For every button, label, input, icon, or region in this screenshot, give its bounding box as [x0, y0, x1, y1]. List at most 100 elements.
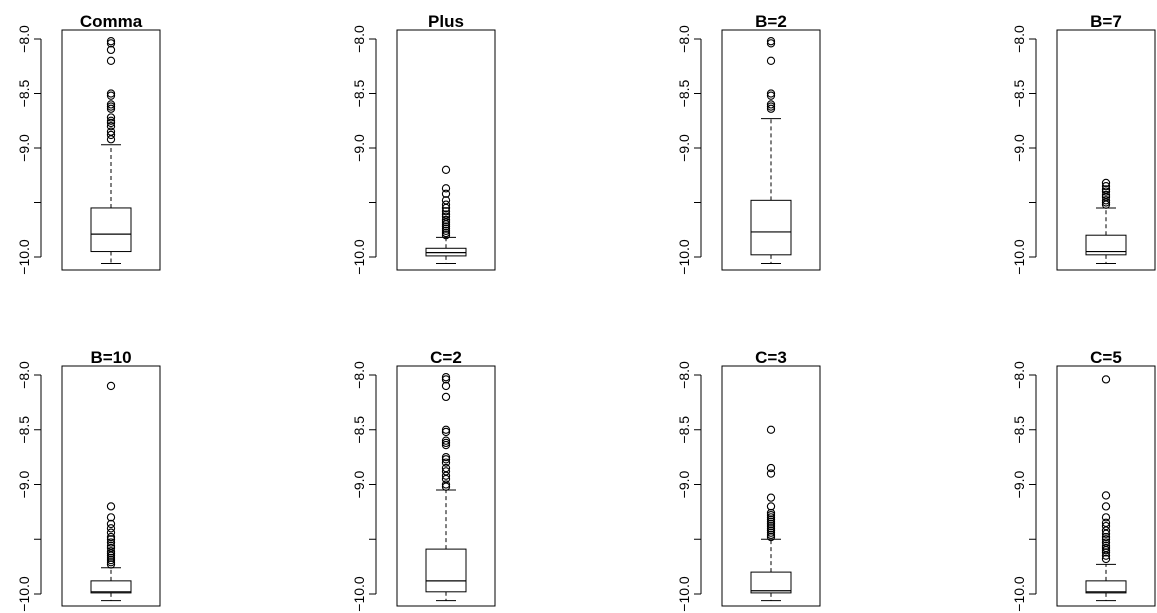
outlier-point [766, 100, 776, 109]
y-tick-label: −8.5 [16, 416, 32, 444]
y-tick-label: −8.5 [1011, 416, 1027, 444]
outlier-point [766, 517, 776, 526]
outlier-point [1101, 181, 1111, 191]
outlier-point [1101, 491, 1111, 500]
outlier-point [106, 549, 116, 558]
outlier-point [766, 526, 776, 535]
outlier-point [106, 100, 116, 109]
iqr-box [425, 548, 467, 593]
y-tick-label: −8.0 [676, 361, 692, 389]
panel-2: B=2 −10.0 −9.0 −8.5 −8.0 [676, 12, 821, 275]
outlier-point [441, 438, 451, 448]
outlier-point [441, 165, 451, 174]
outlier-point [766, 104, 776, 113]
y-tick-label: −8.0 [1011, 361, 1027, 389]
panel-title: Plus [428, 12, 464, 31]
panel-title: C=2 [430, 348, 462, 367]
y-tick-label: −8.5 [676, 79, 692, 107]
outlier-point [441, 200, 451, 209]
outlier-point [106, 547, 116, 556]
outlier-point [441, 189, 451, 198]
outlier-point [441, 482, 451, 491]
outlier-point [1101, 541, 1111, 550]
y-tick-label: −8.5 [351, 416, 367, 444]
outlier-point [441, 373, 451, 382]
outlier-point [766, 528, 776, 537]
y-tick-label: −9.0 [676, 134, 692, 162]
outlier-point [441, 381, 451, 391]
outlier-point [766, 56, 776, 65]
outlier-point [106, 560, 116, 569]
outlier-point [1101, 187, 1111, 196]
outlier-point [441, 427, 451, 437]
y-tick-label: −10.0 [16, 576, 32, 612]
outlier-point [766, 519, 776, 529]
panel-title: B=2 [755, 12, 787, 31]
outlier-point [1101, 529, 1111, 538]
panel-title: B=7 [1090, 12, 1122, 31]
plot-frame [1056, 365, 1156, 607]
outlier-point [1101, 551, 1111, 560]
iqr-box [90, 207, 132, 253]
outlier-point [1101, 546, 1111, 555]
outlier-point [1101, 198, 1111, 207]
outlier-point [106, 524, 116, 533]
outlier-point [441, 222, 451, 231]
y-tick-label: −8.0 [351, 25, 367, 53]
y-tick-label: −9.0 [1011, 470, 1027, 498]
outlier-point [106, 532, 116, 542]
outlier-point [441, 458, 451, 467]
panel-5: C=2 −10.0 −9.0 −8.5 −8.0 [351, 348, 496, 612]
panel-3: B=7 −10.0 −9.0 −8.5 −8.0 [1011, 12, 1156, 275]
outlier-point [106, 519, 116, 529]
outlier-point [106, 558, 116, 567]
outlier-point [766, 511, 776, 520]
outlier-point [441, 226, 451, 235]
outlier-point [766, 532, 776, 542]
outlier-point [441, 375, 451, 384]
outlier-point [766, 463, 776, 473]
outlier-point [106, 45, 116, 55]
outlier-point [441, 425, 451, 434]
outlier-point [441, 207, 451, 216]
outlier-point [441, 203, 451, 213]
panel-6: C=3 −10.0 −9.0 −8.5 −8.0 [676, 348, 821, 612]
panel-7: C=5 −10.0 −9.0 −8.5 −8.0 [1011, 348, 1156, 612]
outlier-point [106, 538, 116, 547]
y-tick-label: −9.0 [351, 470, 367, 498]
y-tick-label: −10.0 [676, 239, 692, 275]
outlier-point [766, 521, 776, 531]
outlier-point [1101, 200, 1111, 209]
outlier-point [106, 37, 116, 46]
outlier-point [1101, 535, 1111, 544]
y-tick-label: −8.5 [351, 79, 367, 107]
outlier-point [1101, 548, 1111, 557]
outlier-point [106, 122, 116, 131]
y-tick-label: −8.0 [1011, 25, 1027, 53]
plot-frame [396, 365, 496, 607]
plot-frame [721, 365, 821, 607]
outlier-point [441, 231, 451, 240]
outlier-point [441, 228, 451, 238]
outlier-point [766, 513, 776, 522]
iqr-box [1085, 580, 1127, 594]
outlier-point [441, 215, 451, 225]
outlier-point [106, 513, 116, 522]
y-tick-label: −8.0 [16, 25, 32, 53]
outlier-point [1101, 554, 1111, 564]
outlier-point [441, 224, 451, 233]
y-tick-label: −10.0 [1011, 576, 1027, 612]
panel-title: B=10 [90, 348, 131, 367]
outlier-point [106, 102, 116, 111]
outlier-point [106, 89, 116, 98]
outlier-point [106, 130, 116, 140]
panel-1: Plus −10.0 −9.0 −8.5 −8.0 [351, 12, 496, 275]
iqr-box [750, 571, 792, 594]
y-tick-label: −9.0 [16, 134, 32, 162]
outlier-point [106, 104, 116, 113]
y-tick-label: −10.0 [16, 239, 32, 275]
y-tick-label: −10.0 [676, 576, 692, 612]
outlier-point [441, 436, 451, 445]
outlier-point [766, 469, 776, 478]
